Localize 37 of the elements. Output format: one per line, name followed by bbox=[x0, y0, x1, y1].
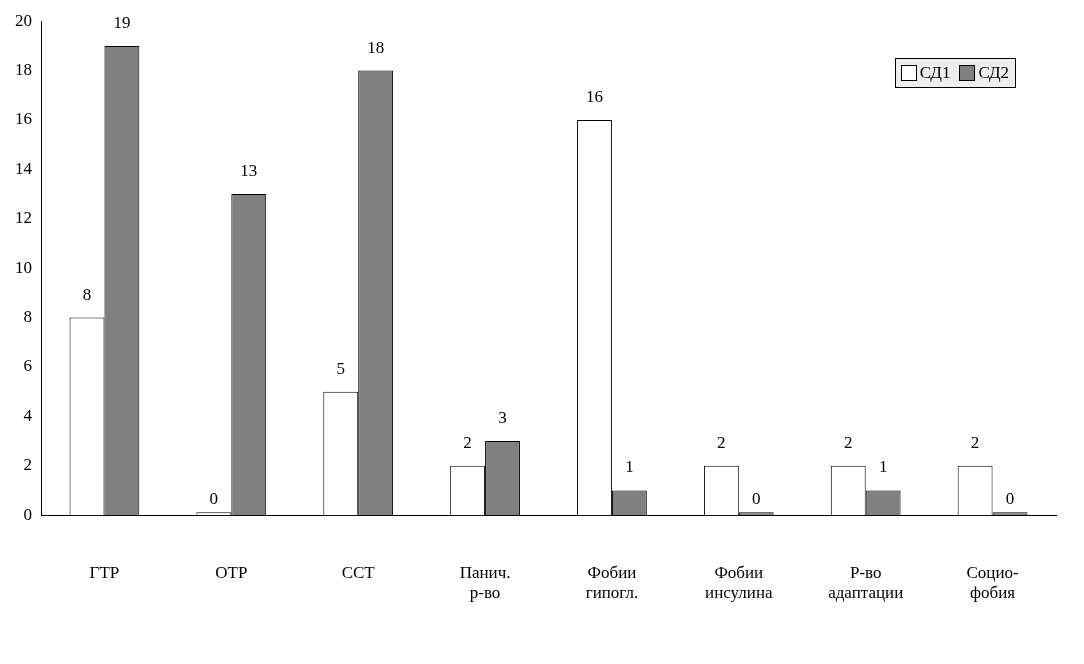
x-tick-label: ОТР bbox=[215, 562, 248, 582]
data-label: 2 bbox=[717, 432, 726, 452]
data-label: 0 bbox=[1005, 489, 1015, 509]
y-tick-label: 20 bbox=[15, 10, 32, 30]
legend-label: СД2 bbox=[978, 63, 1009, 83]
data-label: 2 bbox=[843, 432, 853, 452]
data-label: 5 bbox=[336, 358, 345, 378]
data-label: 1 bbox=[878, 457, 888, 477]
data-label: 19 bbox=[113, 12, 131, 32]
x-tick-label: Фобии инсулина bbox=[705, 562, 774, 603]
data-label: 2 bbox=[463, 432, 472, 452]
data-label: 16 bbox=[585, 86, 603, 106]
data-label: 0 bbox=[209, 489, 219, 509]
x-tick-label: Социо- фобия bbox=[966, 562, 1019, 603]
legend-label: СД1 bbox=[919, 63, 951, 83]
y-tick-label: 2 bbox=[23, 455, 32, 475]
y-tick-label: 12 bbox=[15, 208, 32, 228]
y-tick-label: 8 bbox=[23, 307, 32, 327]
y-tick-label: 14 bbox=[15, 158, 33, 178]
y-tick-label: 0 bbox=[23, 504, 32, 524]
y-tick-label: 18 bbox=[15, 60, 32, 80]
data-label: 0 bbox=[752, 489, 761, 509]
data-label: 2 bbox=[970, 432, 980, 452]
x-tick-label: Панич. р-во bbox=[459, 562, 511, 603]
y-tick-label: 16 bbox=[15, 109, 32, 129]
data-label: 13 bbox=[240, 161, 258, 181]
x-tick-label: ГТР bbox=[89, 562, 120, 582]
data-label: 8 bbox=[82, 284, 92, 304]
data-label: 18 bbox=[367, 37, 385, 57]
data-label: 1 bbox=[625, 457, 634, 477]
x-tick-label: ССТ bbox=[341, 562, 376, 582]
data-label: 3 bbox=[498, 408, 507, 428]
y-tick-label: 10 bbox=[15, 257, 32, 277]
y-tick-label: 6 bbox=[23, 356, 32, 376]
y-tick-label: 4 bbox=[23, 405, 33, 425]
x-tick-label: Р-во адаптации bbox=[828, 562, 904, 603]
x-tick-label: Фобии гипогл. bbox=[585, 562, 639, 603]
